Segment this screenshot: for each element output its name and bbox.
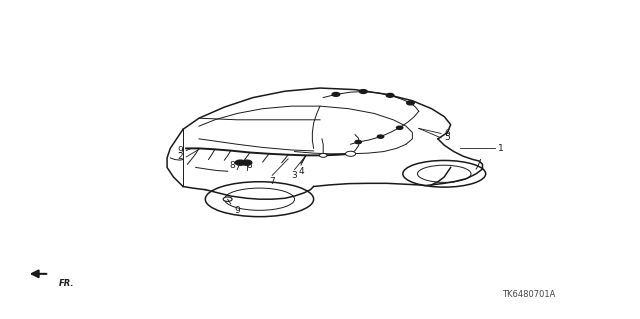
- Text: TK6480701A: TK6480701A: [502, 290, 556, 299]
- Text: 6: 6: [444, 129, 450, 138]
- Circle shape: [396, 126, 403, 129]
- Text: 3: 3: [292, 171, 298, 180]
- Circle shape: [387, 93, 394, 97]
- Text: 1: 1: [499, 144, 504, 153]
- Circle shape: [332, 93, 340, 96]
- Text: 9: 9: [177, 146, 183, 155]
- Circle shape: [360, 90, 367, 93]
- Circle shape: [355, 140, 362, 144]
- Text: FR.: FR.: [59, 278, 74, 288]
- Circle shape: [346, 151, 356, 156]
- Text: 2: 2: [177, 152, 183, 161]
- Text: 5: 5: [444, 133, 450, 142]
- Circle shape: [242, 160, 252, 165]
- Circle shape: [378, 135, 384, 138]
- Text: 8: 8: [229, 161, 235, 170]
- Circle shape: [236, 160, 246, 165]
- Circle shape: [319, 153, 327, 157]
- Circle shape: [223, 197, 232, 201]
- Text: 8: 8: [246, 161, 252, 170]
- Text: 4: 4: [298, 167, 304, 176]
- Text: 7: 7: [269, 177, 275, 186]
- Text: 9: 9: [234, 205, 240, 215]
- Circle shape: [406, 101, 414, 105]
